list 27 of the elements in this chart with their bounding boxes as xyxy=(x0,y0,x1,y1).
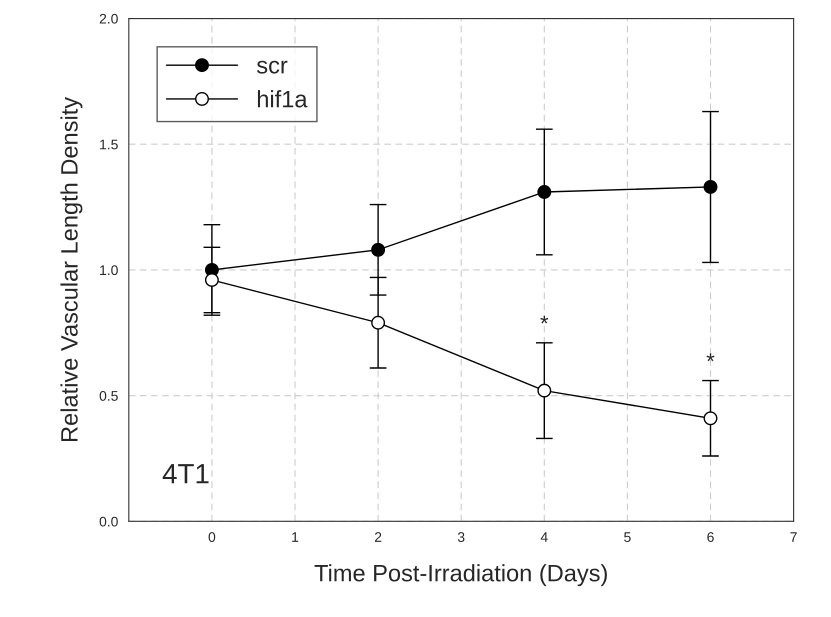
point xyxy=(371,242,386,257)
annotation: * xyxy=(540,316,548,324)
x-tick-label: 2 xyxy=(374,532,382,542)
x-tick-label: 5 xyxy=(624,532,631,542)
y-tick-label: 1.0 xyxy=(100,265,118,276)
point xyxy=(371,316,386,330)
y-tick-label: 2.0 xyxy=(100,14,118,24)
point xyxy=(704,180,718,194)
x-axis-title: Time Post-Irradiation (Days) xyxy=(314,564,607,586)
x-tick-label: 0 xyxy=(208,532,216,542)
y-tick-label: 1.5 xyxy=(100,140,118,150)
x-tick-label: 4 xyxy=(540,532,548,542)
y-tick-label: 0.5 xyxy=(100,390,118,401)
point xyxy=(537,384,552,398)
y-tick-label: 0.0 xyxy=(100,516,118,527)
x-tick-label: 7 xyxy=(790,532,797,542)
x-tick-label: 3 xyxy=(458,532,464,542)
point xyxy=(537,185,552,199)
x-tick-label: 6 xyxy=(707,532,714,542)
annotation: 4T1 xyxy=(162,464,209,484)
legend-label: scr xyxy=(256,60,288,74)
y-axis-title: Relative Vascular Length Density xyxy=(60,96,82,442)
legend-label: hif1a xyxy=(258,90,308,108)
x-tick-label: 1 xyxy=(292,532,298,542)
point xyxy=(204,273,219,287)
annotation: * xyxy=(706,353,714,362)
point xyxy=(704,411,718,426)
